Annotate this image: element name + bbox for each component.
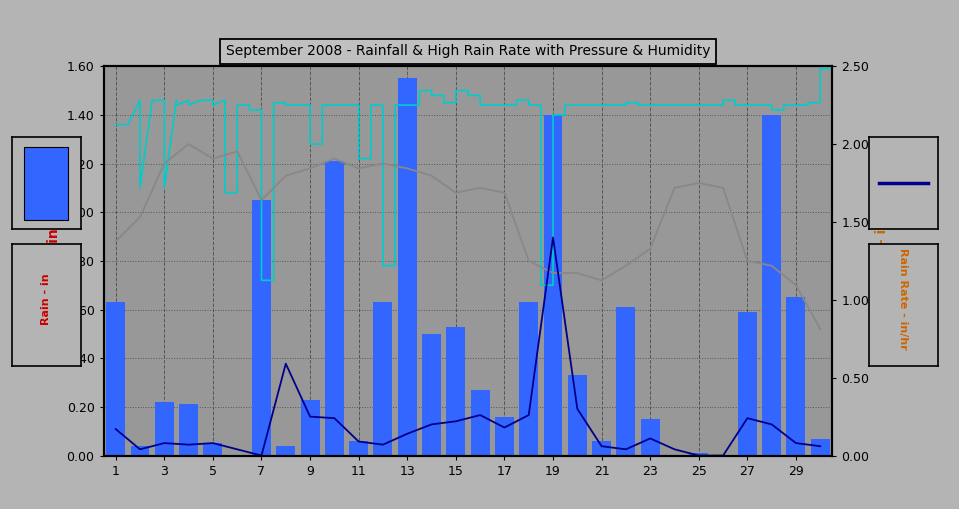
Bar <box>179 405 199 456</box>
Bar <box>446 327 465 456</box>
Bar <box>471 390 490 456</box>
Bar <box>786 297 806 456</box>
Bar <box>130 446 150 456</box>
Bar <box>737 312 757 456</box>
Y-axis label: Rain Rate - in/hr: Rain Rate - in/hr <box>875 197 889 325</box>
Bar <box>592 441 611 456</box>
Text: Rain Rate - in/hr: Rain Rate - in/hr <box>899 248 908 350</box>
Bar <box>300 400 319 456</box>
Bar <box>617 307 636 456</box>
Bar <box>641 419 660 456</box>
Bar <box>24 147 68 220</box>
Bar <box>106 302 126 456</box>
Y-axis label: Rain - in: Rain - in <box>47 229 61 293</box>
Bar <box>495 416 514 456</box>
Bar <box>544 115 563 456</box>
Bar <box>690 453 709 456</box>
Bar <box>252 200 271 456</box>
Bar <box>422 334 441 456</box>
Bar <box>519 302 538 456</box>
Title: September 2008 - Rainfall & High Rain Rate with Pressure & Humidity: September 2008 - Rainfall & High Rain Ra… <box>225 44 711 58</box>
Bar <box>373 302 392 456</box>
Bar <box>276 446 295 456</box>
Bar <box>349 441 368 456</box>
Bar <box>810 439 830 456</box>
Bar <box>154 402 174 456</box>
Bar <box>203 443 222 456</box>
Bar <box>325 161 344 456</box>
Bar <box>398 78 417 456</box>
Text: Rain - in: Rain - in <box>41 273 51 325</box>
Bar <box>762 115 782 456</box>
Bar <box>568 375 587 456</box>
